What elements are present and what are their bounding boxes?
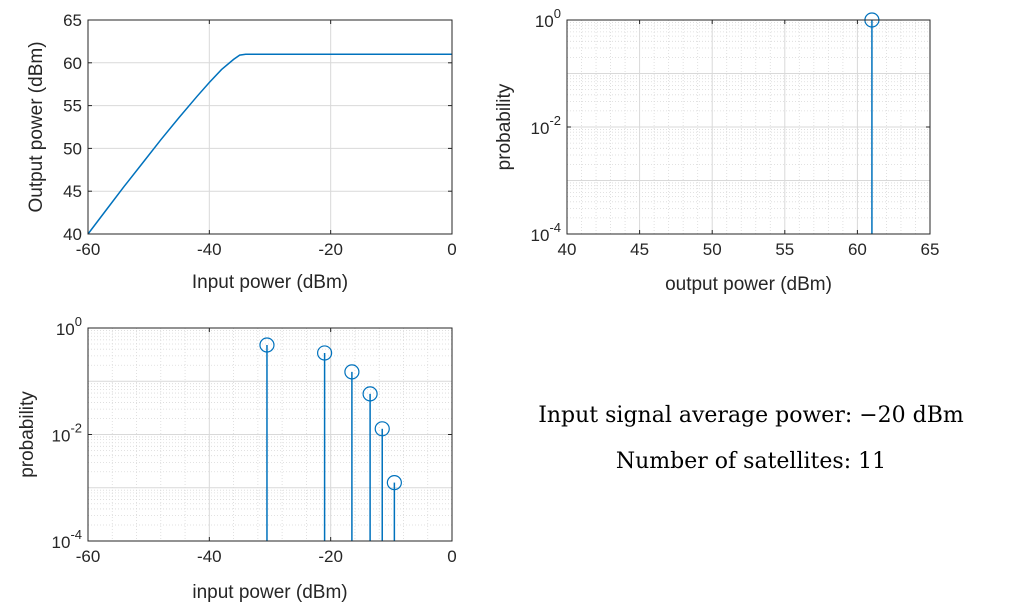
stem-marker bbox=[362, 386, 378, 402]
stem-marker bbox=[317, 345, 333, 361]
subplot-input-power-distribution: -60 -40 -20 0 10-4 10-2 100 input power (dBm) pr… bbox=[17, 314, 457, 603]
y-axis-label: probability bbox=[17, 391, 38, 478]
x-axis-label: input power (dBm) bbox=[192, 582, 347, 603]
annotation-average-power: Input signal average power: −20 dBm bbox=[538, 403, 964, 428]
x-tick-label: 55 bbox=[775, 240, 794, 259]
y-axis-label: Output power (dBm) bbox=[26, 41, 47, 212]
x-tick-label: -60 bbox=[76, 547, 101, 566]
annotation-satellite-count: Number of satellites: 11 bbox=[616, 449, 886, 474]
y-tick-label: 40 bbox=[63, 225, 82, 244]
x-tick-label: 50 bbox=[703, 240, 722, 259]
stem-marker bbox=[386, 474, 402, 491]
y-tick-label: 65 bbox=[63, 11, 82, 30]
x-tick-label: 65 bbox=[921, 240, 940, 259]
y-tick-label: 10-2 bbox=[531, 113, 561, 138]
subplot-transfer-curve: -60 -40 -20 0 40 45 50 55 60 65 Input power (dBm) O… bbox=[26, 11, 457, 293]
y-tick-label: 100 bbox=[56, 314, 82, 339]
y-tick-label: 10-2 bbox=[52, 421, 82, 446]
y-tick-label: 10-4 bbox=[52, 527, 82, 552]
axes-box bbox=[87, 19, 453, 235]
x-tick-label: -20 bbox=[318, 240, 343, 259]
x-tick-label: -60 bbox=[76, 240, 101, 259]
y-tick-label: 10-4 bbox=[531, 220, 561, 245]
y-tick-label: 60 bbox=[63, 54, 82, 73]
x-tick-label: 45 bbox=[630, 240, 649, 259]
stem-marker bbox=[344, 364, 360, 380]
y-tick-label: 50 bbox=[63, 139, 82, 158]
x-axis-label: Input power (dBm) bbox=[192, 272, 348, 293]
x-tick-label: 40 bbox=[558, 240, 577, 259]
series-line bbox=[87, 53, 452, 235]
x-tick-label: 0 bbox=[447, 547, 456, 566]
x-tick-label: -40 bbox=[197, 547, 222, 566]
x-axis-label: output power (dBm) bbox=[665, 274, 832, 295]
x-tick-label: 60 bbox=[848, 240, 867, 259]
stem-marker bbox=[259, 337, 275, 353]
y-axis-label: probability bbox=[494, 83, 515, 170]
x-tick-label: -40 bbox=[197, 240, 222, 259]
y-tick-label: 55 bbox=[63, 97, 82, 116]
x-tick-label: -20 bbox=[318, 547, 343, 566]
x-tick-label: 0 bbox=[447, 240, 456, 259]
y-tick-label: 45 bbox=[63, 182, 82, 201]
stem-marker bbox=[374, 421, 390, 437]
y-tick-label: 100 bbox=[535, 6, 561, 31]
subplot-output-power-distribution: 40 45 50 55 60 65 10-4 10-2 100 output power (dBm… bbox=[494, 6, 939, 295]
